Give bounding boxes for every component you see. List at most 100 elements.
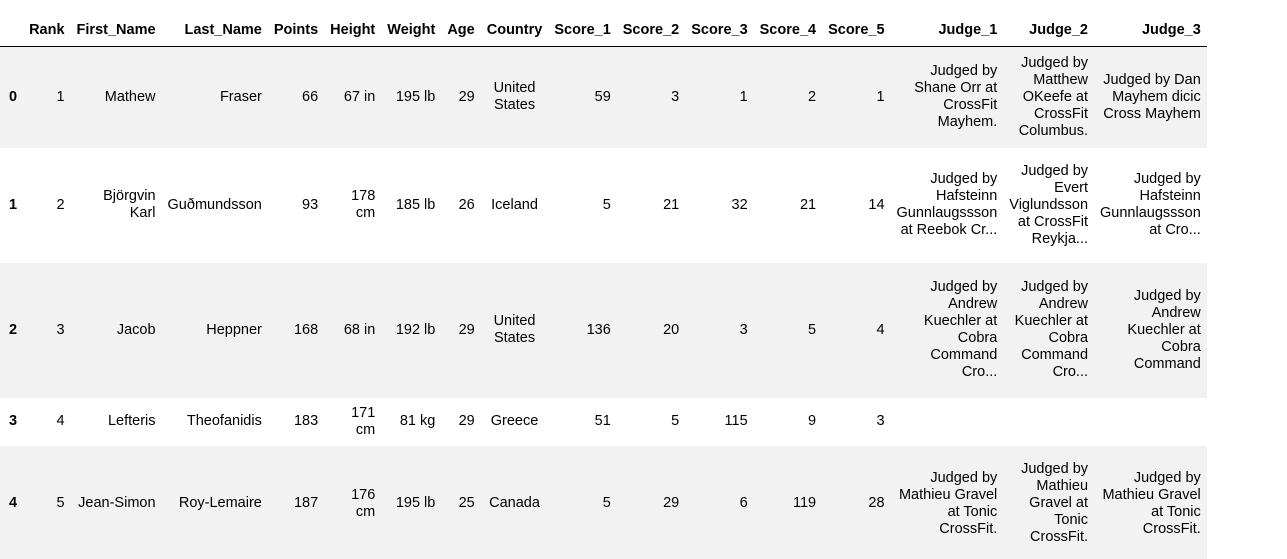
cell-last-name: Theofanidis — [186, 413, 262, 429]
cell-score-3: 115 — [724, 413, 748, 429]
cell-judge-3: Judged by Dan Mayhem dicic Cross Mayhem — [1103, 71, 1201, 122]
cell-judge-1: Judged by Mathieu Gravel at Tonic CrossF… — [898, 469, 998, 537]
cell-rank: 5 — [56, 495, 65, 511]
scroll-area — [1240, 0, 1287, 559]
cell-age: 29 — [458, 321, 475, 338]
cell-score-4: 5 — [808, 321, 817, 338]
header-weight: Weight — [381, 13, 442, 47]
header-score-1: Score_1 — [548, 13, 617, 47]
cell-score-1: 5 — [602, 196, 611, 213]
cell-height: 171 cm — [351, 404, 376, 438]
table-body: 0 1 Mathew Fraser 66 67 in 195 lb 29 Uni… — [0, 46, 1207, 559]
cell-rank: 2 — [56, 196, 65, 213]
cell-score-2: 21 — [663, 196, 680, 213]
cell-rank: 3 — [56, 321, 65, 338]
header-index — [0, 13, 24, 47]
cell-judge-1: Judged by Hafsteinn Gunnlaugssson at Ree… — [896, 171, 998, 238]
cell-score-2: 20 — [663, 321, 680, 338]
cell-country: Greece — [490, 413, 539, 429]
table-row: 4 5 Jean-Simon Roy-Lemaire 187 176 cm 19… — [0, 445, 1207, 559]
cell-score-2: 5 — [671, 413, 680, 429]
header-score-4: Score_4 — [753, 13, 823, 47]
cell-country: Iceland — [491, 196, 538, 213]
cell-judge-1: Judged by Andrew Kuechler at Cobra Comma… — [923, 279, 998, 380]
cell-judge-2 — [1003, 398, 1094, 446]
cell-score-4: 21 — [799, 196, 817, 213]
header-score-5: Score_5 — [822, 13, 891, 47]
cell-score-4: 2 — [808, 88, 817, 105]
header-score-2: Score_2 — [616, 13, 686, 47]
table-row: 3 4 Lefteris Theofanidis 183 171 cm 81 k… — [0, 397, 1207, 446]
cell-score-4: 119 — [792, 495, 817, 511]
cell-first-name: Mathew — [104, 88, 156, 105]
cell-judge-2: Judged by Andrew Kuechler at Cobra Comma… — [1014, 279, 1089, 380]
header-points: Points — [267, 13, 325, 47]
header-last-name: Last_Name — [161, 13, 268, 47]
row-index: 2 — [9, 321, 18, 338]
cell-first-name: Jean-Simon — [78, 495, 156, 511]
table-row: 1 2 Björgvin Karl Guðmundsson 93 178 cm … — [0, 147, 1207, 263]
cell-judge-3: Judged by Hafsteinn Gunnlaugssson at Cro… — [1100, 171, 1201, 238]
cell-height: 68 in — [343, 321, 376, 338]
cell-score-2: 29 — [663, 495, 680, 511]
cell-points: 187 — [293, 495, 319, 511]
cell-score-1: 5 — [602, 495, 611, 511]
cell-score-5: 28 — [868, 495, 885, 511]
cell-points: 168 — [293, 321, 319, 338]
cell-first-name: Jacob — [116, 321, 156, 338]
cell-last-name: Heppner — [206, 321, 262, 338]
cell-age: 25 — [458, 495, 475, 511]
cell-age: 29 — [458, 413, 475, 429]
header-age: Age — [441, 13, 481, 47]
header-score-3: Score_3 — [685, 13, 754, 47]
header-row: Rank First_Name Last_Name Points Height … — [0, 13, 1207, 47]
cell-score-1: 51 — [594, 413, 611, 429]
cell-weight: 185 lb — [395, 196, 436, 213]
cell-score-5: 4 — [876, 321, 885, 338]
cell-rank: 4 — [56, 413, 65, 429]
cell-score-5: 3 — [876, 413, 885, 429]
dataframe-viewport[interactable]: Rank First_Name Last_Name Points Height … — [0, 0, 1240, 559]
cell-judge-2: Judged by Mathieu Gravel at Tonic CrossF… — [1021, 461, 1089, 545]
row-index: 3 — [9, 413, 18, 429]
cell-weight: 195 lb — [395, 495, 436, 511]
header-judge-2: Judge_2 — [1003, 13, 1095, 47]
header-country: Country — [480, 13, 549, 47]
cell-last-name: Guðmundsson — [167, 196, 262, 213]
cell-first-name: Björgvin Karl — [103, 188, 156, 221]
cell-judge-1 — [891, 398, 1004, 446]
cell-age: 29 — [458, 88, 475, 105]
cell-weight: 195 lb — [395, 88, 436, 105]
cell-country: United States — [493, 313, 536, 346]
cell-score-3: 1 — [739, 88, 748, 105]
cell-score-4: 9 — [808, 413, 817, 429]
cell-score-3: 3 — [739, 321, 748, 338]
cell-height: 176 cm — [351, 486, 376, 520]
cell-judge-3 — [1094, 398, 1207, 446]
cell-first-name: Lefteris — [107, 413, 156, 429]
cell-judge-2: Judged by Evert Viglundsson at CrossFit … — [1009, 162, 1089, 247]
cell-last-name: Fraser — [219, 88, 262, 105]
dataframe-table: Rank First_Name Last_Name Points Height … — [0, 13, 1207, 559]
header-first-name: First_Name — [70, 13, 162, 47]
cell-weight: 81 kg — [399, 413, 436, 429]
cell-last-name: Roy-Lemaire — [178, 495, 262, 511]
cell-weight: 192 lb — [395, 321, 436, 338]
cell-points: 66 — [302, 88, 319, 105]
cell-points: 93 — [302, 196, 319, 213]
table-row: 2 3 Jacob Heppner 168 68 in 192 lb 29 Un… — [0, 262, 1207, 398]
cell-score-3: 6 — [739, 495, 748, 511]
cell-country: United States — [493, 80, 536, 114]
header-height: Height — [324, 13, 382, 47]
cell-score-5: 1 — [876, 88, 885, 105]
cell-judge-1: Judged by Shane Orr at CrossFit Mayhem. — [914, 63, 998, 131]
cell-judge-3: Judged by Andrew Kuechler at Cobra Comma… — [1127, 287, 1201, 372]
table-row: 0 1 Mathew Fraser 66 67 in 195 lb 29 Uni… — [0, 46, 1207, 148]
cell-judge-3: Judged by Mathieu Gravel at Tonic CrossF… — [1102, 469, 1201, 537]
cell-score-5: 14 — [868, 196, 885, 213]
row-index: 0 — [9, 88, 18, 105]
cell-score-2: 3 — [671, 88, 680, 105]
cell-age: 26 — [458, 196, 475, 213]
cell-judge-2: Judged by Matthew OKeefe at CrossFit Col… — [1018, 54, 1089, 139]
cell-rank: 1 — [56, 88, 65, 105]
